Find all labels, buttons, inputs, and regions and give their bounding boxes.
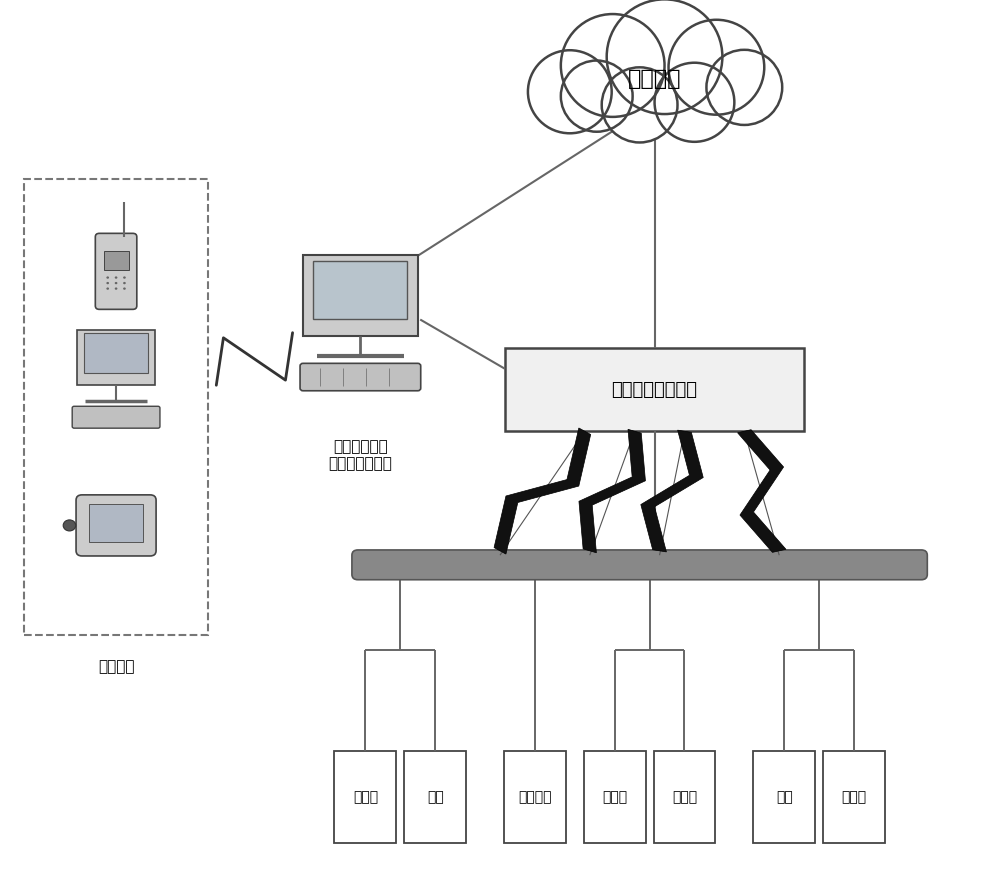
Bar [24,179,208,635]
Circle shape [123,282,126,284]
Ellipse shape [706,50,782,125]
FancyBboxPatch shape [352,550,927,579]
FancyBboxPatch shape [300,363,421,391]
Circle shape [106,282,109,284]
Bar [823,751,885,843]
Text: 冰筱: 冰筱 [427,790,444,804]
Bar [404,751,466,843]
Text: 热水器: 热水器 [672,790,697,804]
Bar [84,333,148,373]
Circle shape [106,287,109,290]
Ellipse shape [669,19,764,114]
Circle shape [115,282,117,284]
Polygon shape [494,428,591,554]
Bar [504,751,566,843]
FancyBboxPatch shape [72,407,160,428]
Text: 洗衣机: 洗衣机 [602,790,627,804]
Circle shape [63,520,76,531]
Circle shape [115,287,117,290]
FancyBboxPatch shape [95,233,137,309]
Bar [77,330,155,385]
Text: 电力信息采集终端: 电力信息采集终端 [612,381,698,399]
Bar [584,751,646,843]
Ellipse shape [561,14,665,117]
Text: 电力公司: 电力公司 [628,68,681,89]
Text: 照明系统: 照明系统 [518,790,552,804]
Ellipse shape [561,60,633,132]
Polygon shape [579,430,645,553]
Bar [303,255,418,336]
Ellipse shape [528,51,612,133]
Text: 空调: 空调 [776,790,793,804]
Ellipse shape [607,0,722,114]
Bar [334,751,396,843]
Circle shape [106,276,109,279]
Bar [753,751,815,843]
Bar [89,504,143,542]
Polygon shape [641,430,703,552]
Text: 电视机: 电视机 [841,790,867,804]
Text: 智慧能源管理
应用平台服务器: 智慧能源管理 应用平台服务器 [328,439,392,471]
Text: 电饭煬: 电饭煬 [353,790,378,804]
Bar [313,261,407,320]
Circle shape [123,287,126,290]
Ellipse shape [655,63,734,142]
Bar [104,251,129,270]
Text: 控制终端: 控制终端 [98,659,134,674]
Polygon shape [738,430,786,552]
Circle shape [123,276,126,279]
Bar [654,751,715,843]
Bar [505,348,804,431]
Circle shape [115,276,117,279]
Ellipse shape [602,67,678,143]
FancyBboxPatch shape [76,495,156,556]
